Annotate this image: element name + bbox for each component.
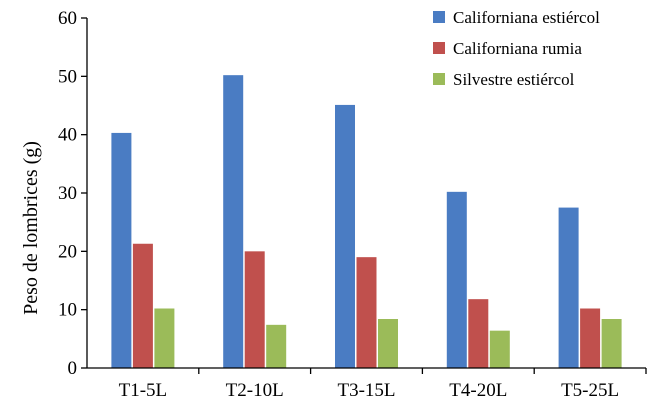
y-tick-label: 0 — [68, 358, 78, 379]
bar-1-t1-5l — [111, 132, 132, 368]
y-axis-title: Peso de lombrices (g) — [20, 141, 42, 315]
x-tick-label: T2-10L — [226, 380, 284, 401]
bars-group — [111, 75, 622, 369]
bar-3-t5-25l — [601, 319, 622, 368]
x-tick-label: T3-15L — [337, 380, 395, 401]
legend-swatch — [433, 73, 445, 85]
y-tick-label: 30 — [58, 183, 77, 204]
bar-2-t5-25l — [580, 308, 601, 368]
legend-swatch — [433, 42, 445, 54]
bar-2-t2-10l — [244, 251, 265, 368]
axes-group — [86, 18, 646, 369]
bar-3-t2-10l — [266, 324, 287, 368]
x-tick-label: T5-25L — [561, 380, 619, 401]
bar-2-t1-5l — [132, 243, 153, 368]
ticks-group: 0 10 20 30 40 50 60 T1-5L T2-10L T3-15L T4-20L T5-2… — [58, 8, 647, 401]
bar-1-t4-20l — [446, 191, 467, 368]
bar-3-t1-5l — [154, 308, 175, 368]
legend-label: Californiana rumia — [453, 39, 582, 58]
bar-1-t2-10l — [223, 75, 244, 369]
bar-3-t4-20l — [489, 330, 510, 368]
bar-1-t5-25l — [558, 207, 579, 368]
bar-2-t4-20l — [468, 299, 489, 368]
legend: Californiana estiércol Californiana rumia… — [433, 8, 600, 89]
legend-label: Silvestre estiércol — [453, 70, 575, 89]
legend-swatch — [433, 11, 445, 23]
bar-2-t3-15l — [356, 257, 377, 368]
bar-1-t3-15l — [335, 104, 355, 369]
y-tick-label: 40 — [58, 125, 77, 146]
bar-3-t3-15l — [378, 319, 398, 368]
legend-label: Californiana estiércol — [453, 8, 600, 27]
y-tick-label: 50 — [58, 66, 77, 87]
y-tick-label: 60 — [58, 8, 77, 29]
x-tick-label: T4-20L — [449, 380, 507, 401]
y-tick-label: 20 — [58, 241, 77, 262]
y-tick-label: 10 — [58, 300, 77, 321]
x-tick-label: T1-5L — [119, 380, 168, 401]
